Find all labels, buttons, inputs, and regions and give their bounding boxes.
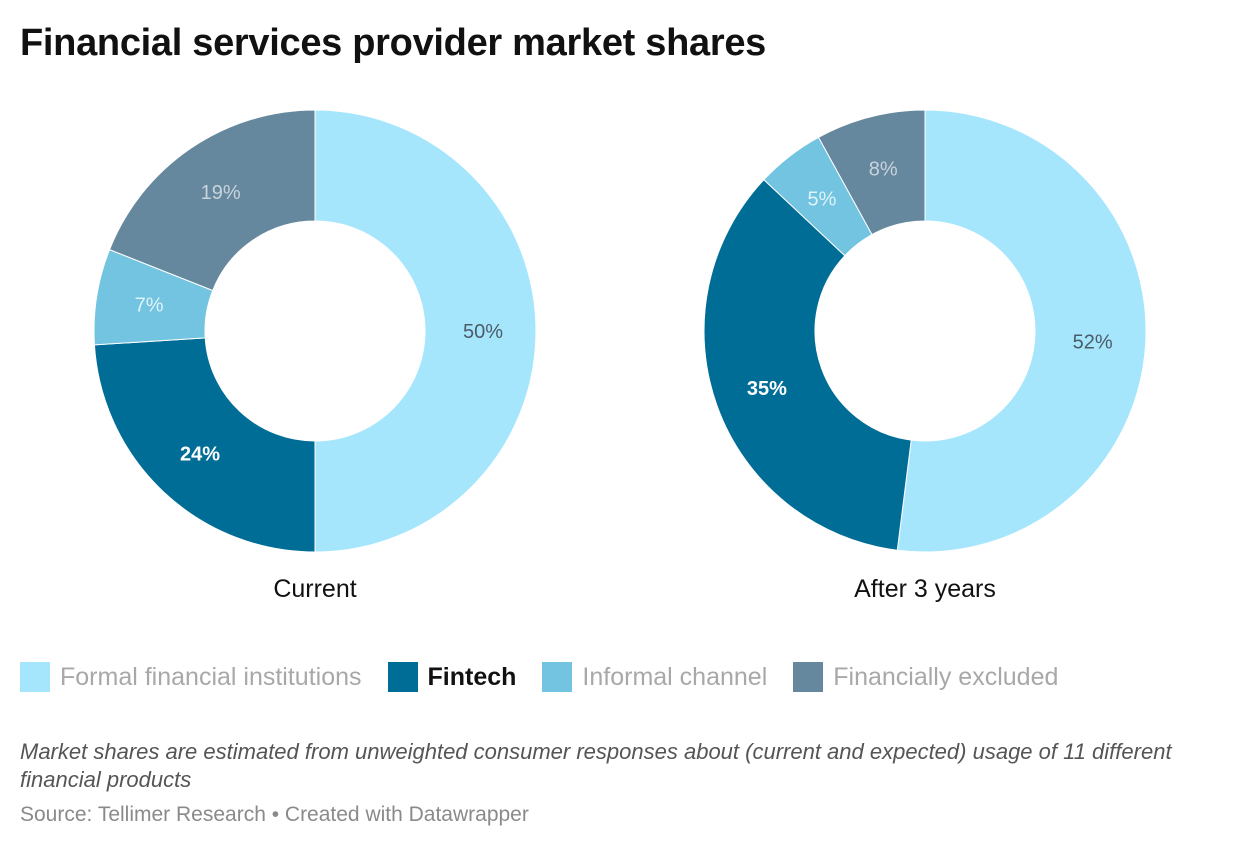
value-label-informal-chart-2: 5% xyxy=(808,188,837,210)
slice-excluded-chart-2 xyxy=(817,109,926,236)
legend-label-informal: Informal channel xyxy=(582,662,768,691)
chart-source: Source: Tellimer Research • Created with… xyxy=(20,803,529,826)
slice-formal-chart-2 xyxy=(896,109,1147,553)
chart-note: Market shares are estimated from unweigh… xyxy=(20,739,1172,792)
chart-caption-1: Current xyxy=(273,575,356,603)
slice-formal-chart-1 xyxy=(314,109,537,553)
donut-charts: 50% 24% 7% 19% Current 52% 35% 5% 8% After 3 year… xyxy=(93,109,1147,603)
value-label-fintech-chart-2: 35% xyxy=(747,378,787,400)
value-label-informal-chart-1: 7% xyxy=(135,295,164,317)
slice-fintech-chart-1 xyxy=(93,337,316,553)
legend-swatch-formal xyxy=(20,662,50,692)
chart-title: Financial services provider market share… xyxy=(20,22,766,64)
legend-item-excluded: Financially excluded xyxy=(793,662,1058,692)
value-label-excluded-chart-1: 19% xyxy=(201,182,241,204)
legend-item-formal: Formal financial institutions xyxy=(20,662,362,692)
legend-swatch-excluded xyxy=(793,662,824,692)
legend-label-fintech: Fintech xyxy=(427,662,517,691)
legend-item-informal: Informal channel xyxy=(542,662,767,692)
value-label-excluded-chart-2: 8% xyxy=(869,158,898,180)
slice-fintech-chart-2 xyxy=(703,179,912,551)
legend-label-formal: Formal financial institutions xyxy=(60,662,362,691)
slice-excluded-chart-1 xyxy=(108,109,316,292)
chart-caption-2: After 3 years xyxy=(854,575,996,603)
legend-label-excluded: Financially excluded xyxy=(833,662,1059,691)
legend: Formal financial institutions Fintech In… xyxy=(20,662,1084,692)
legend-item-fintech: Fintech xyxy=(387,662,517,692)
value-label-fintech-chart-1: 24% xyxy=(180,444,220,466)
value-label-formal-chart-1: 50% xyxy=(463,321,503,343)
value-label-formal-chart-2: 52% xyxy=(1073,332,1113,354)
legend-swatch-informal xyxy=(542,662,573,692)
legend-swatch-fintech xyxy=(387,662,418,692)
